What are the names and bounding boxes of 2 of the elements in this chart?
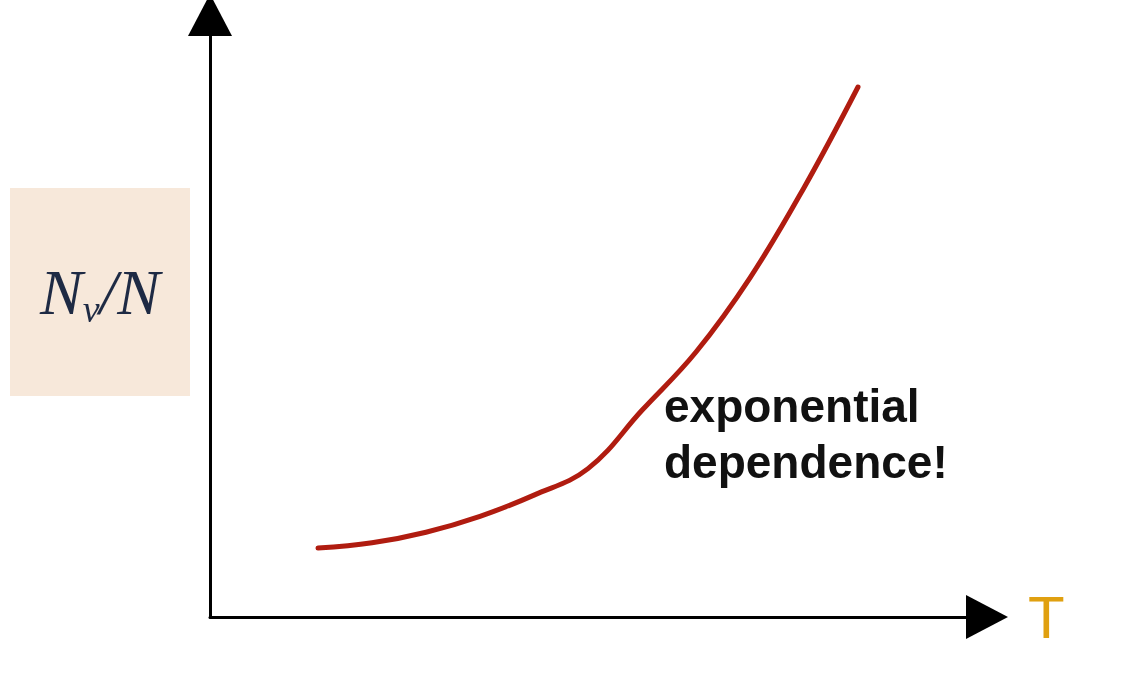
x-axis-title: T — [1028, 583, 1065, 651]
annotation: exponential dependence! — [664, 380, 948, 488]
